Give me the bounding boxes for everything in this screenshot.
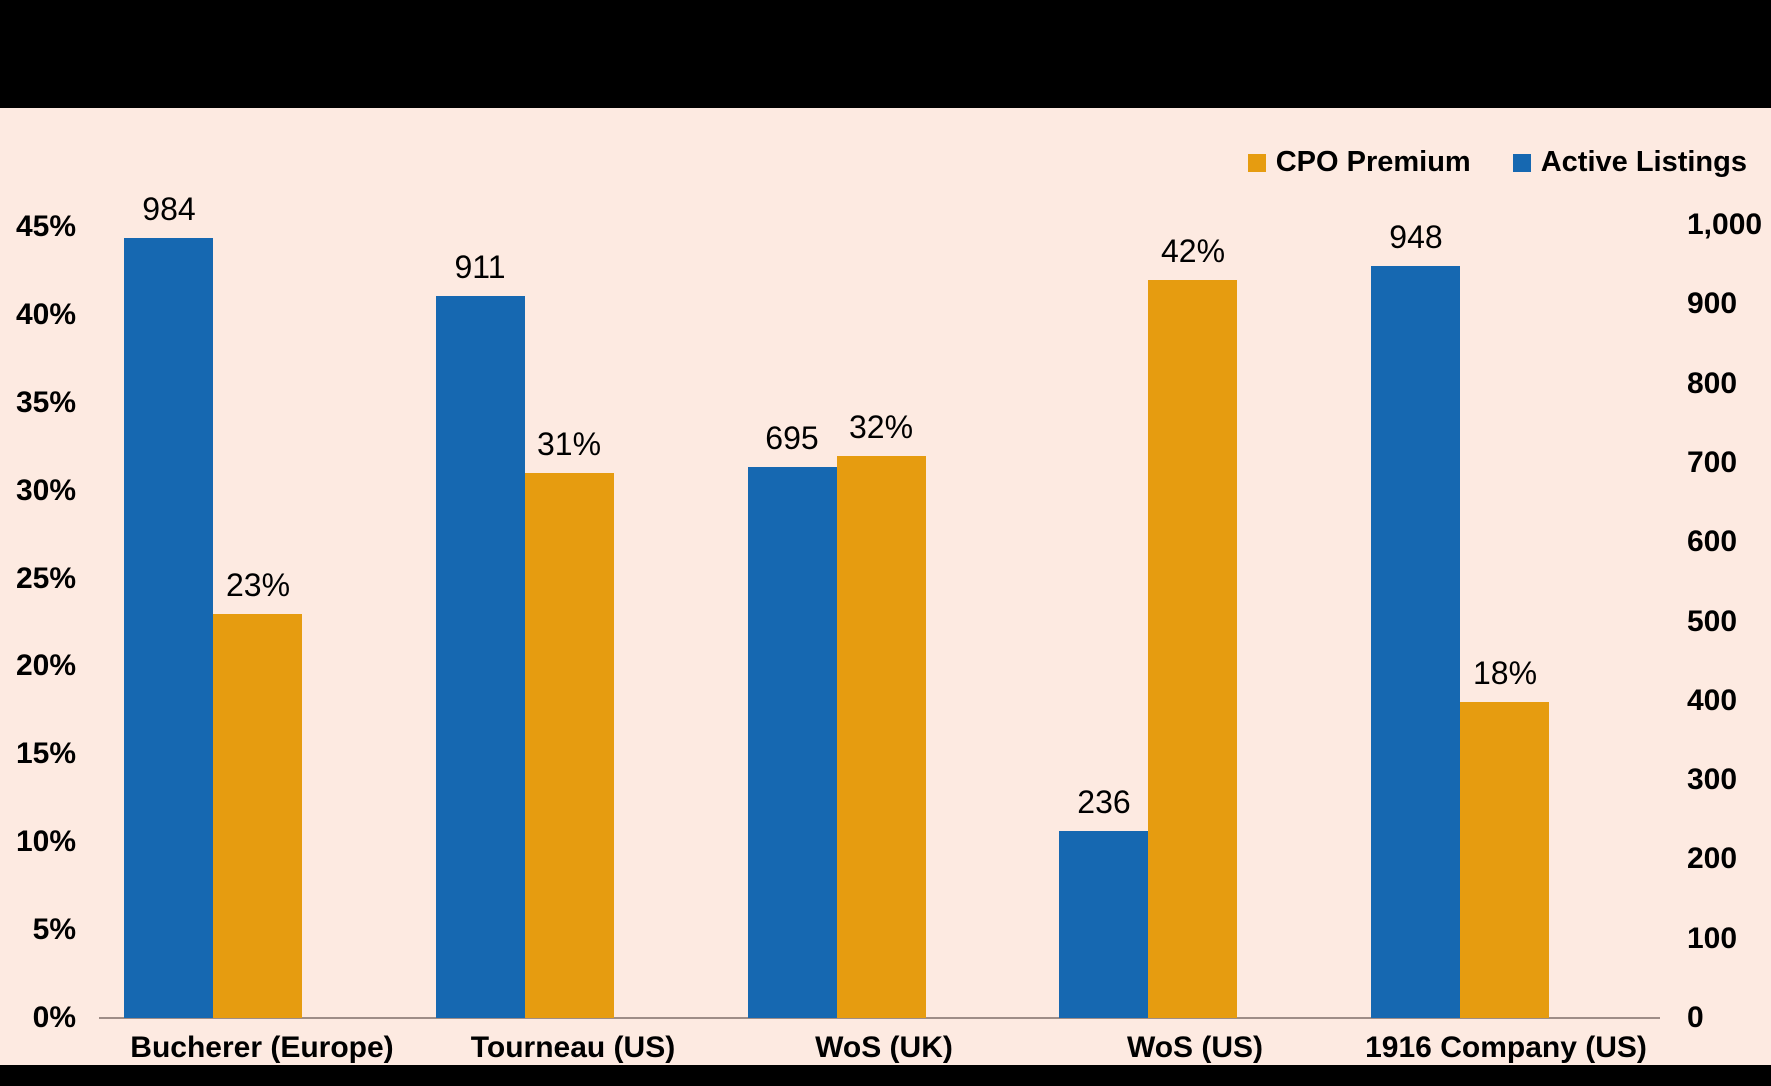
data-label-active-listings-bucherer-europe: 984 — [142, 191, 196, 227]
bar-cpo-premium-tourneau-us — [525, 473, 614, 1018]
bar-active-listings-wos-uk — [748, 467, 837, 1018]
data-label-cpo-premium-tourneau-us: 31% — [536, 426, 602, 462]
bar-cpo-premium-bucherer-europe — [213, 614, 302, 1018]
right-axis-tick-300: 300 — [1687, 763, 1738, 797]
data-label-cpo-premium-1916-company-us: 18% — [1472, 655, 1538, 691]
top-black-band — [0, 0, 1771, 108]
bar-cpo-premium-wos-us — [1148, 280, 1237, 1018]
left-axis-tick-20: 20% — [15, 649, 76, 683]
left-axis-tick-10: 10% — [15, 825, 76, 859]
data-label-cpo-premium-bucherer-europe: 23% — [225, 567, 291, 603]
bar-cpo-premium-1916-company-us — [1460, 702, 1549, 1018]
right-axis-tick-200: 200 — [1687, 842, 1738, 876]
right-axis-tick-500: 500 — [1687, 604, 1738, 638]
legend-swatch-orange-icon — [1247, 153, 1266, 172]
data-label-active-listings-1916-company-us: 948 — [1389, 219, 1443, 255]
left-axis-tick-15: 15% — [15, 737, 76, 771]
right-axis-tick-800: 800 — [1687, 366, 1738, 400]
bar-active-listings-bucherer-europe — [124, 238, 213, 1018]
bar-active-listings-1916-company-us — [1371, 266, 1460, 1018]
left-axis-tick-30: 30% — [15, 473, 76, 507]
right-axis-tick-700: 700 — [1687, 445, 1738, 479]
right-axis-tick-1-000: 1,000 — [1687, 208, 1763, 241]
data-label-active-listings-wos-us: 236 — [1077, 784, 1131, 820]
data-label-active-listings-wos-uk: 695 — [765, 420, 819, 456]
category-label-bucherer-europe: Bucherer (Europe) — [130, 1031, 394, 1064]
category-label-wos-uk: WoS (UK) — [815, 1031, 953, 1064]
right-axis-tick-600: 600 — [1687, 525, 1738, 559]
category-label-1916-company-us: 1916 Company (US) — [1365, 1031, 1647, 1064]
right-axis-tick-400: 400 — [1687, 683, 1738, 717]
bar-active-listings-tourneau-us — [436, 296, 525, 1018]
chart-area: CPO Premium Active Listings 0% 5% 10% 15% 20%… — [0, 108, 1771, 1065]
legend-item-active-listings: Active Listings — [1512, 146, 1747, 179]
left-axis-tick-40: 40% — [15, 297, 76, 331]
right-axis-tick-900: 900 — [1687, 287, 1738, 321]
left-axis-tick-35: 35% — [15, 385, 76, 419]
left-axis-tick-0: 0% — [32, 1001, 76, 1034]
category-label-tourneau-us: Tourneau (US) — [470, 1031, 676, 1064]
legend-swatch-blue-icon — [1512, 153, 1531, 172]
legend-item-cpo-premium: CPO Premium — [1247, 146, 1471, 179]
data-label-cpo-premium-wos-uk: 32% — [848, 409, 914, 445]
right-axis-tick-0: 0 — [1687, 1001, 1704, 1034]
chart-legend: CPO Premium Active Listings — [1247, 146, 1747, 179]
bar-cpo-premium-wos-uk — [837, 456, 926, 1018]
category-label-wos-us: WoS (US) — [1126, 1031, 1264, 1064]
right-axis-tick-100: 100 — [1687, 921, 1738, 955]
left-axis-tick-25: 25% — [15, 561, 76, 595]
left-axis-tick-45: 45% — [15, 210, 76, 243]
left-axis-tick-5: 5% — [32, 913, 76, 947]
data-label-cpo-premium-wos-us: 42% — [1160, 233, 1226, 269]
x-axis-line — [99, 1017, 1660, 1019]
data-label-active-listings-tourneau-us: 911 — [454, 249, 506, 285]
bar-active-listings-wos-us — [1059, 831, 1148, 1018]
legend-label: Active Listings — [1540, 146, 1747, 178]
bottom-black-band — [0, 1065, 1771, 1086]
legend-label: CPO Premium — [1275, 146, 1471, 178]
